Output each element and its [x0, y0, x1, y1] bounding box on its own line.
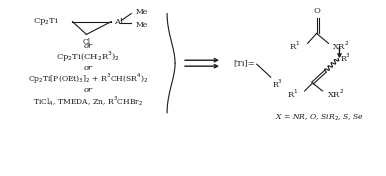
Text: [Ti]=: [Ti]=: [233, 59, 255, 67]
Text: X = NR, O, SiR$_2$, S, Se: X = NR, O, SiR$_2$, S, Se: [275, 112, 364, 123]
Text: or: or: [84, 42, 93, 50]
Text: R$^1$: R$^1$: [289, 39, 301, 52]
Text: R$^1$: R$^1$: [287, 88, 299, 100]
Text: Me: Me: [135, 21, 147, 29]
Text: O: O: [313, 7, 320, 15]
Text: or: or: [84, 86, 93, 94]
Text: Cp$_2$Ti: Cp$_2$Ti: [32, 16, 59, 27]
Text: Cp$_2$Ti(CH$_2$R$^3$)$_2$: Cp$_2$Ti(CH$_2$R$^3$)$_2$: [56, 50, 120, 64]
Text: Me: Me: [135, 8, 147, 16]
Text: R$^3$: R$^3$: [272, 78, 283, 90]
Text: Cl: Cl: [82, 38, 90, 46]
Text: TiCl$_4$, TMEDA, Zn, R$^3$CHBr$_2$: TiCl$_4$, TMEDA, Zn, R$^3$CHBr$_2$: [33, 94, 144, 108]
Text: R$^3$: R$^3$: [340, 51, 351, 64]
Text: Al: Al: [114, 18, 123, 26]
Text: XR$^2$: XR$^2$: [327, 88, 344, 100]
Text: Cp$_2$Ti[P(OEt)$_3$]$_2$ + R$^3$CH(SR$^4$)$_2$: Cp$_2$Ti[P(OEt)$_3$]$_2$ + R$^3$CH(SR$^4…: [28, 72, 149, 86]
Text: or: or: [84, 64, 93, 72]
Text: XR$^2$: XR$^2$: [332, 39, 350, 52]
